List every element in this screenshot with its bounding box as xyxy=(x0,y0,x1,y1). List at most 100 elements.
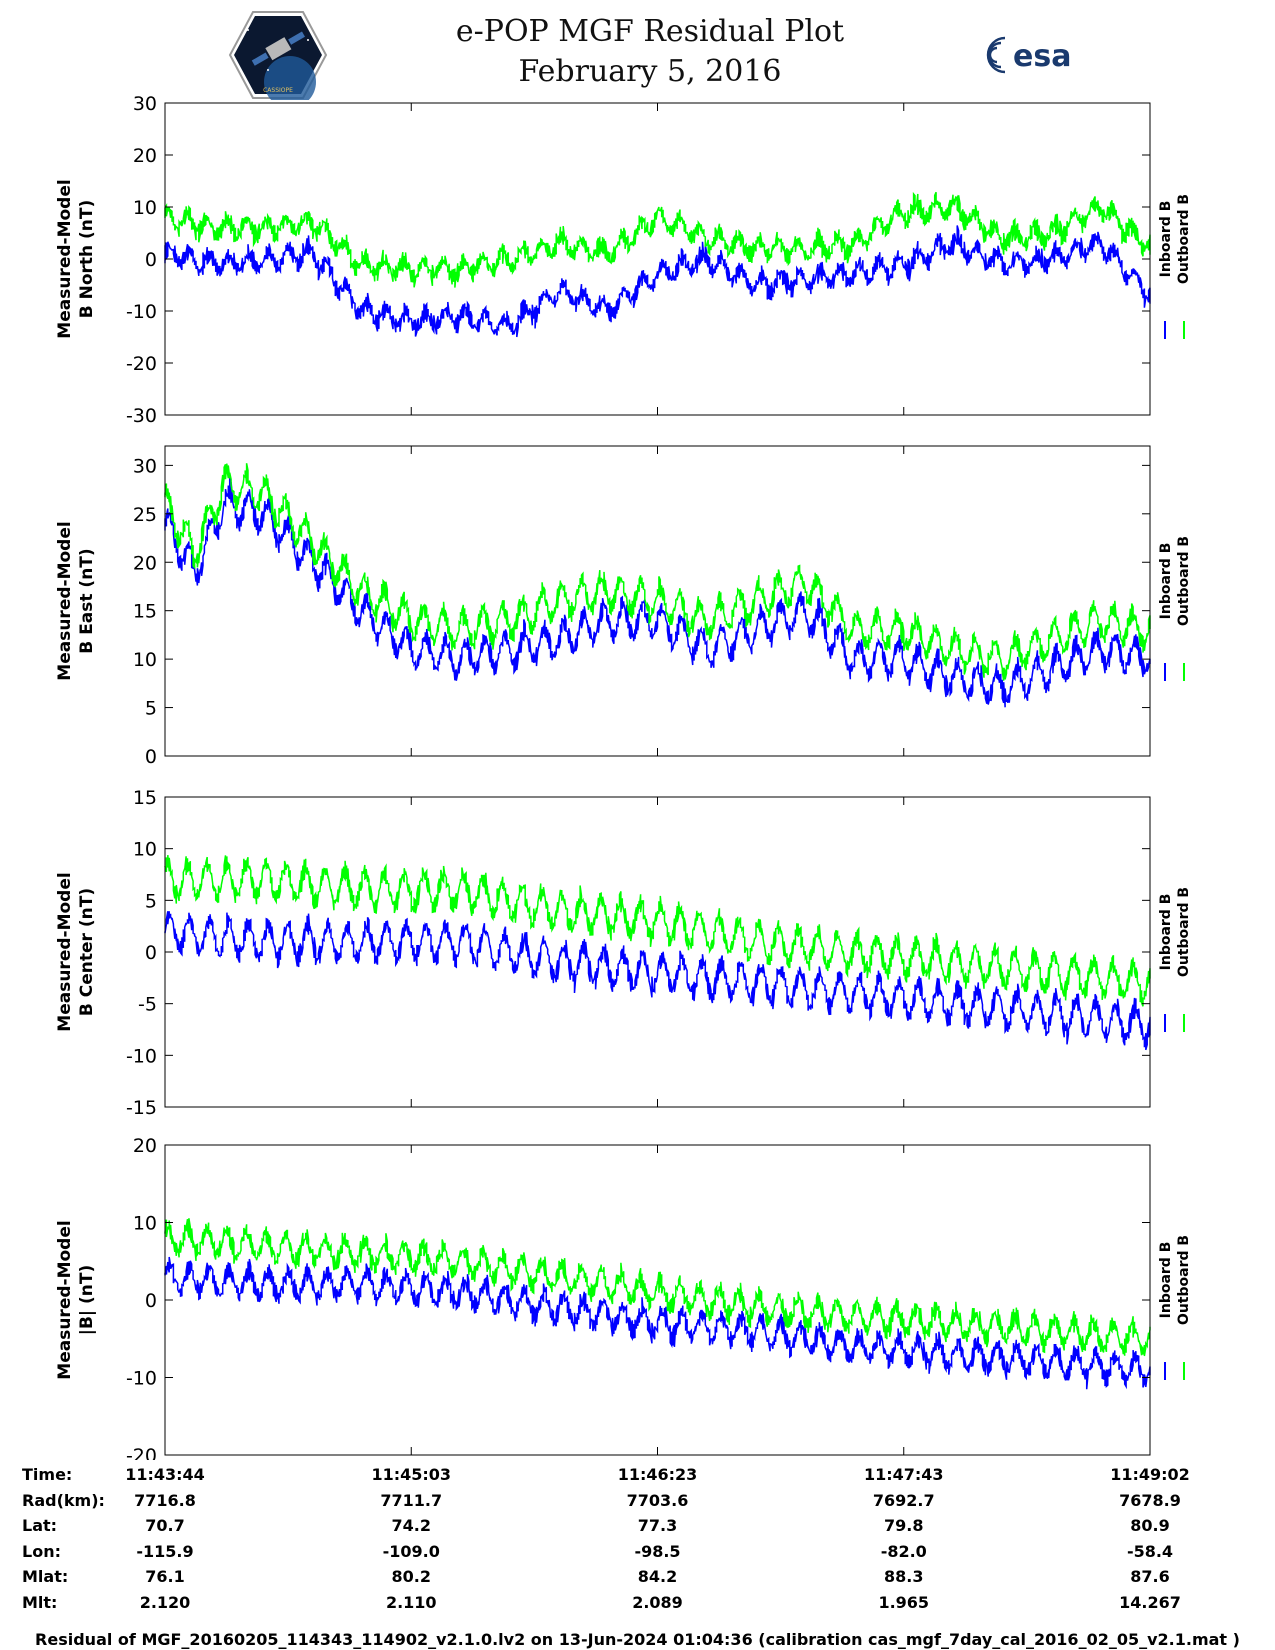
legend-label-inboard: Inboard B xyxy=(1158,201,1174,278)
y-tick-label: -20 xyxy=(126,1445,157,1460)
chart-panel-1: 30 20 10 0 -10 -20 -30 Measured-Model B North (n… xyxy=(55,93,1192,427)
y-axis-label: Measured-Model B East (nT) xyxy=(55,521,97,680)
y-axis-label-line-2: B East (nT) xyxy=(77,548,97,653)
y-tick-label: 10 xyxy=(133,1213,157,1235)
ephemeris-cell: 2.110 xyxy=(385,1592,437,1612)
legend-label-outboard: Outboard B xyxy=(1176,536,1192,626)
y-tick-label: 10 xyxy=(133,649,157,671)
legend: Inboard B Outboard B xyxy=(1158,1235,1192,1380)
y-tick-label: 20 xyxy=(133,552,157,574)
ephemeris-table: Time: Rad(km): Lat: Lon: Mlat: Mlt: 11:43:44 77… xyxy=(0,1465,1275,1625)
ephemeris-cell: -109.0 xyxy=(382,1541,440,1561)
y-tick-label: 30 xyxy=(133,93,157,115)
y-tick-label: 30 xyxy=(133,455,157,477)
chart-panel-2: 30 25 20 15 10 5 0 Measured-Model B East (nT) Inb… xyxy=(55,445,1192,768)
y-tick-label: 10 xyxy=(133,197,157,219)
y-tick-label: -20 xyxy=(126,353,157,375)
legend-label-inboard: Inboard B xyxy=(1158,1242,1174,1319)
ephemeris-cell: 11:43:44 xyxy=(125,1465,205,1484)
ephemeris-cell: 74.2 xyxy=(391,1516,431,1535)
y-tick-label: 10 xyxy=(133,839,157,861)
ephemeris-cell: 80.2 xyxy=(391,1567,431,1586)
legend-label-outboard: Outboard B xyxy=(1176,1235,1192,1325)
ephemeris-cell: 11:49:02 xyxy=(1110,1465,1190,1484)
y-tick-label: -10 xyxy=(126,1368,157,1390)
ephemeris-row-label: Lon: xyxy=(22,1541,61,1561)
ephemeris-row-label: Lat: xyxy=(22,1516,58,1535)
series-line-inboard-b xyxy=(164,225,1151,338)
y-tick-label: 0 xyxy=(145,746,157,768)
y-tick-label: 5 xyxy=(145,890,157,912)
ephemeris-cell: -115.9 xyxy=(136,1541,194,1561)
y-tick-label: 15 xyxy=(133,787,157,809)
ephemeris-cell: 88.3 xyxy=(884,1567,924,1586)
ephemeris-cell: 79.8 xyxy=(884,1516,924,1535)
ephemeris-cell: 70.7 xyxy=(145,1516,185,1535)
legend: Inboard B Outboard B xyxy=(1158,887,1192,1032)
series-line-outboard-b xyxy=(164,855,1151,1007)
y-tick-label: 15 xyxy=(133,601,157,623)
ephemeris-cell: 2.089 xyxy=(632,1592,683,1612)
y-axis-label-line-2: B Center (nT) xyxy=(77,888,97,1016)
chart-panel-4: 20 10 0 -10 -20 Measured-Model |B| (nT) Inboard… xyxy=(55,1135,1192,1460)
ephemeris-cell: 7692.7 xyxy=(872,1490,935,1510)
legend-label-outboard: Outboard B xyxy=(1176,887,1192,977)
ephemeris-cell: 84.2 xyxy=(637,1567,678,1586)
ephemeris-row-label: Mlt: xyxy=(22,1592,58,1612)
ephemeris-cell: 76.1 xyxy=(145,1567,185,1586)
ephemeris-cell: 87.6 xyxy=(1130,1567,1170,1586)
ephemeris-cell: 11:47:43 xyxy=(863,1465,944,1484)
y-tick-label: 20 xyxy=(133,145,157,167)
ephemeris-cell: 2.120 xyxy=(139,1592,191,1612)
ephemeris-cell: 7678.9 xyxy=(1119,1490,1181,1510)
y-tick-label: 5 xyxy=(145,698,157,720)
y-tick-label: 25 xyxy=(133,504,157,526)
ephemeris-cell: -98.5 xyxy=(634,1541,681,1561)
ephemeris-cell: 77.3 xyxy=(637,1516,678,1535)
ephemeris-cell: -82.0 xyxy=(880,1541,927,1561)
ephemeris-cell: 11:46:23 xyxy=(617,1465,698,1484)
ephemeris-row-label: Rad(km): xyxy=(22,1490,105,1510)
ephemeris-cell: -58.4 xyxy=(1126,1541,1174,1561)
esa-logo-icon: esa xyxy=(986,36,1071,74)
y-axis-label-line-1: Measured-Model xyxy=(55,521,75,680)
series-line-inboard-b xyxy=(164,1256,1151,1390)
y-axis-label-line-2: B North (nT) xyxy=(77,200,97,319)
y-tick-label: 20 xyxy=(133,1135,157,1157)
y-axis-label-line-1: Measured-Model xyxy=(55,179,75,338)
y-axis-label: Measured-Model |B| (nT) xyxy=(55,1220,97,1379)
y-tick-label: -30 xyxy=(126,405,157,427)
title-line-1: e-POP MGF Residual Plot xyxy=(455,14,845,49)
esa-logo-text: esa xyxy=(1013,39,1071,74)
ephemeris-row-label: Mlat: xyxy=(22,1567,69,1586)
plot-frame xyxy=(164,796,1151,1108)
legend-label-inboard: Inboard B xyxy=(1158,543,1174,620)
footer-caption: Residual of MGF_20160205_114343_114902_v… xyxy=(35,1630,1240,1649)
ephemeris-cell: 14.267 xyxy=(1119,1592,1181,1612)
ephemeris-cell: 11:45:03 xyxy=(371,1465,452,1484)
ephemeris-cell: 1.965 xyxy=(878,1592,930,1612)
y-tick-label: -5 xyxy=(138,994,157,1016)
plot-frame xyxy=(164,445,1151,757)
y-axis-label-line-1: Measured-Model xyxy=(55,1220,75,1379)
y-tick-label: 0 xyxy=(145,1290,157,1312)
cassiope-text: CASSIOPE xyxy=(263,87,293,94)
cassiope-mission-badge-icon: CASSIOPE xyxy=(228,11,328,100)
title-line-2: February 5, 2016 xyxy=(518,54,782,89)
y-axis-label-line-2: |B| (nT) xyxy=(77,1265,97,1336)
chart-panel-3: 15 10 5 0 -5 -10 -15 Measured-Model B Center (nT… xyxy=(55,787,1192,1119)
y-axis-label: Measured-Model B Center (nT) xyxy=(55,872,97,1031)
series-line-inboard-b xyxy=(164,477,1151,708)
y-axis-label: Measured-Model B North (nT) xyxy=(55,179,97,338)
legend-label-outboard: Outboard B xyxy=(1176,194,1192,284)
legend-label-inboard: Inboard B xyxy=(1158,894,1174,971)
y-tick-label: -10 xyxy=(126,1045,157,1067)
y-tick-label: 0 xyxy=(145,249,157,271)
ephemeris-cell: 7703.6 xyxy=(626,1490,689,1510)
chart-title: e-POP MGF Residual Plot February 5, 2016 xyxy=(400,12,900,92)
ephemeris-cell: 7716.8 xyxy=(134,1490,196,1510)
y-tick-label: 0 xyxy=(145,942,157,964)
ephemeris-cell: 80.9 xyxy=(1130,1516,1170,1535)
legend: Inboard B Outboard B xyxy=(1158,536,1192,681)
